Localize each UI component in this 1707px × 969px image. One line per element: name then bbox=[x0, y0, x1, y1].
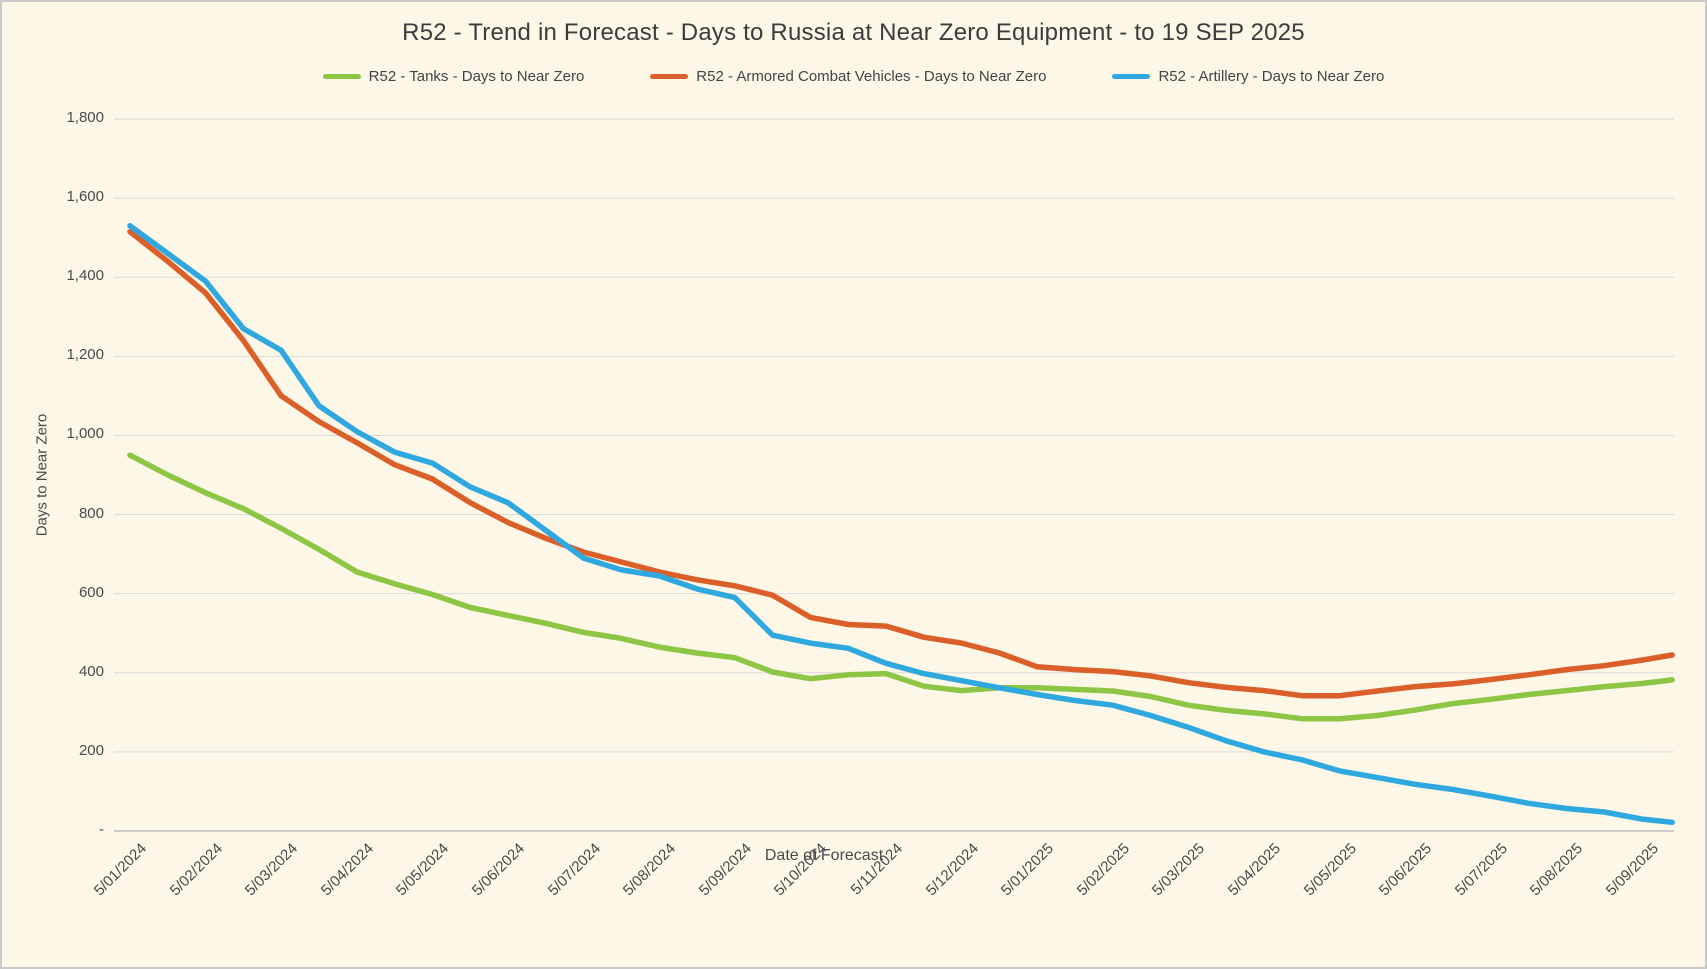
legend-item-tanks: R52 - Tanks - Days to Near Zero bbox=[322, 68, 585, 85]
series-line-2 bbox=[127, 223, 1675, 826]
legend-label-artillery: R52 - Artillery - Days to Near Zero bbox=[1158, 68, 1385, 85]
legend-item-acv: R52 - Armored Combat Vehicles - Days to … bbox=[650, 68, 1046, 85]
legend-label-tanks: R52 - Tanks - Days to Near Zero bbox=[368, 68, 585, 85]
y-tick-label: 1,000 bbox=[66, 425, 104, 443]
legend-label-acv: R52 - Armored Combat Vehicles - Days to … bbox=[696, 68, 1047, 85]
y-tick-label: - bbox=[99, 821, 104, 838]
y-tick-label: 800 bbox=[78, 504, 104, 522]
artillery-line-swatch-icon bbox=[1112, 74, 1151, 79]
legend: R52 - Tanks - Days to Near Zero R52 - Ar… bbox=[2, 68, 1705, 85]
x-axis-title: Date of Forecast bbox=[764, 847, 884, 864]
legend-item-artillery: R52 - Artillery - Days to Near Zero bbox=[1112, 68, 1384, 85]
y-tick-label: 1,800 bbox=[66, 109, 104, 126]
tanks-line-swatch-icon bbox=[322, 74, 361, 79]
y-tick-label: 1,200 bbox=[66, 346, 104, 364]
chart-title: R52 - Trend in Forecast - Days to Russia… bbox=[402, 19, 1305, 46]
y-tick-label: 1,600 bbox=[66, 188, 104, 206]
series-line-0 bbox=[127, 452, 1675, 722]
series-line-1 bbox=[127, 228, 1675, 699]
y-tick-label: 400 bbox=[78, 662, 104, 680]
y-tick-label: 1,400 bbox=[66, 267, 104, 285]
y-tick-label: 600 bbox=[78, 583, 104, 601]
acv-line-swatch-icon bbox=[650, 74, 689, 79]
y-tick-label: 200 bbox=[78, 741, 104, 759]
